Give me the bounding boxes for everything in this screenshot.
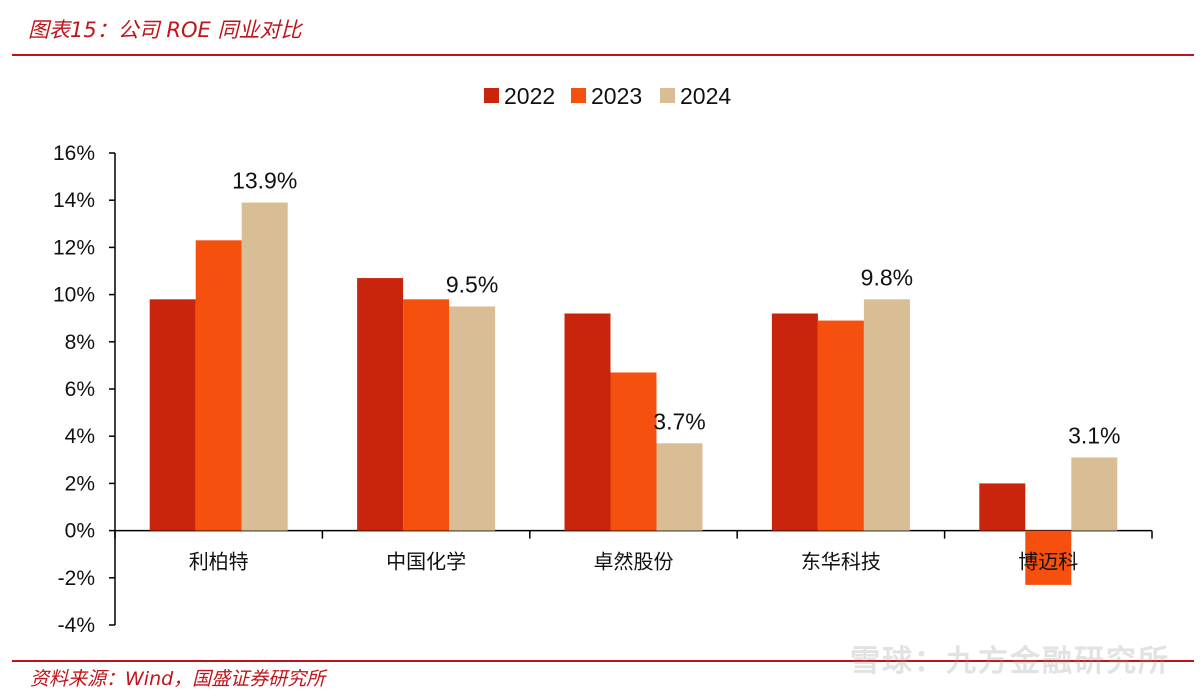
bar-2023-4	[817, 320, 864, 531]
legend-swatch-2023	[571, 88, 586, 103]
bar-2022-5	[979, 483, 1026, 531]
title-divider	[12, 54, 1194, 56]
source-note: 资料来源：Wind，国盛证券研究所	[30, 668, 326, 690]
data-label: 3.7%	[653, 408, 705, 434]
y-tick-label: 12%	[53, 236, 95, 259]
bar-2022-4	[771, 313, 818, 531]
legend-swatch-2024	[660, 88, 675, 103]
legend-label-2024: 2024	[680, 83, 731, 109]
y-tick-label: 4%	[65, 425, 95, 448]
data-label: 3.1%	[1068, 422, 1120, 448]
y-tick-label: 2%	[65, 472, 95, 495]
bar-2023-1	[195, 240, 242, 531]
legend-swatch-2022	[484, 88, 499, 103]
y-tick-label: 14%	[53, 189, 95, 212]
y-tick-label: -2%	[58, 567, 95, 590]
data-label: 9.8%	[861, 264, 913, 290]
y-tick-label: 8%	[65, 331, 95, 354]
category-label: 利柏特	[189, 550, 249, 574]
y-tick-label: 6%	[65, 378, 95, 401]
bar-2024-5	[1071, 457, 1118, 531]
y-tick-label: 0%	[65, 520, 95, 543]
bar-2022-2	[357, 278, 404, 531]
category-label: 中国化学	[386, 550, 466, 574]
category-label: 东华科技	[801, 550, 881, 574]
bar-2024-2	[449, 306, 496, 531]
data-label: 13.9%	[232, 168, 297, 194]
legend-label-2022: 2022	[504, 83, 555, 109]
bar-2023-3	[610, 372, 657, 531]
bar-2022-1	[149, 299, 196, 531]
roe-bar-chart: -4% -2% 0% 2% 4% 6% 8% 10% 12% 14% 16% 13.9% 利柏特 9.5%…	[53, 83, 1153, 637]
figure-title: 图表15：公司 ROE 同业对比	[28, 18, 302, 42]
watermark: 雪球：九方金融研究所	[850, 644, 1170, 679]
bar-2022-3	[564, 313, 611, 531]
bar-2024-1	[241, 202, 288, 531]
bar-2023-2	[403, 299, 450, 531]
category-label: 卓然股份	[594, 550, 674, 574]
category-label: 博迈科	[1018, 550, 1078, 574]
data-label: 9.5%	[446, 271, 498, 297]
footer-divider	[12, 660, 1194, 662]
y-tick-label: -4%	[58, 614, 95, 637]
legend-label-2023: 2023	[591, 83, 642, 109]
y-tick-label: 16%	[53, 142, 95, 165]
bar-2023-5	[1025, 530, 1072, 585]
bar-2024-3	[656, 443, 703, 531]
bar-2024-4	[863, 299, 910, 531]
y-tick-label: 10%	[53, 284, 95, 307]
